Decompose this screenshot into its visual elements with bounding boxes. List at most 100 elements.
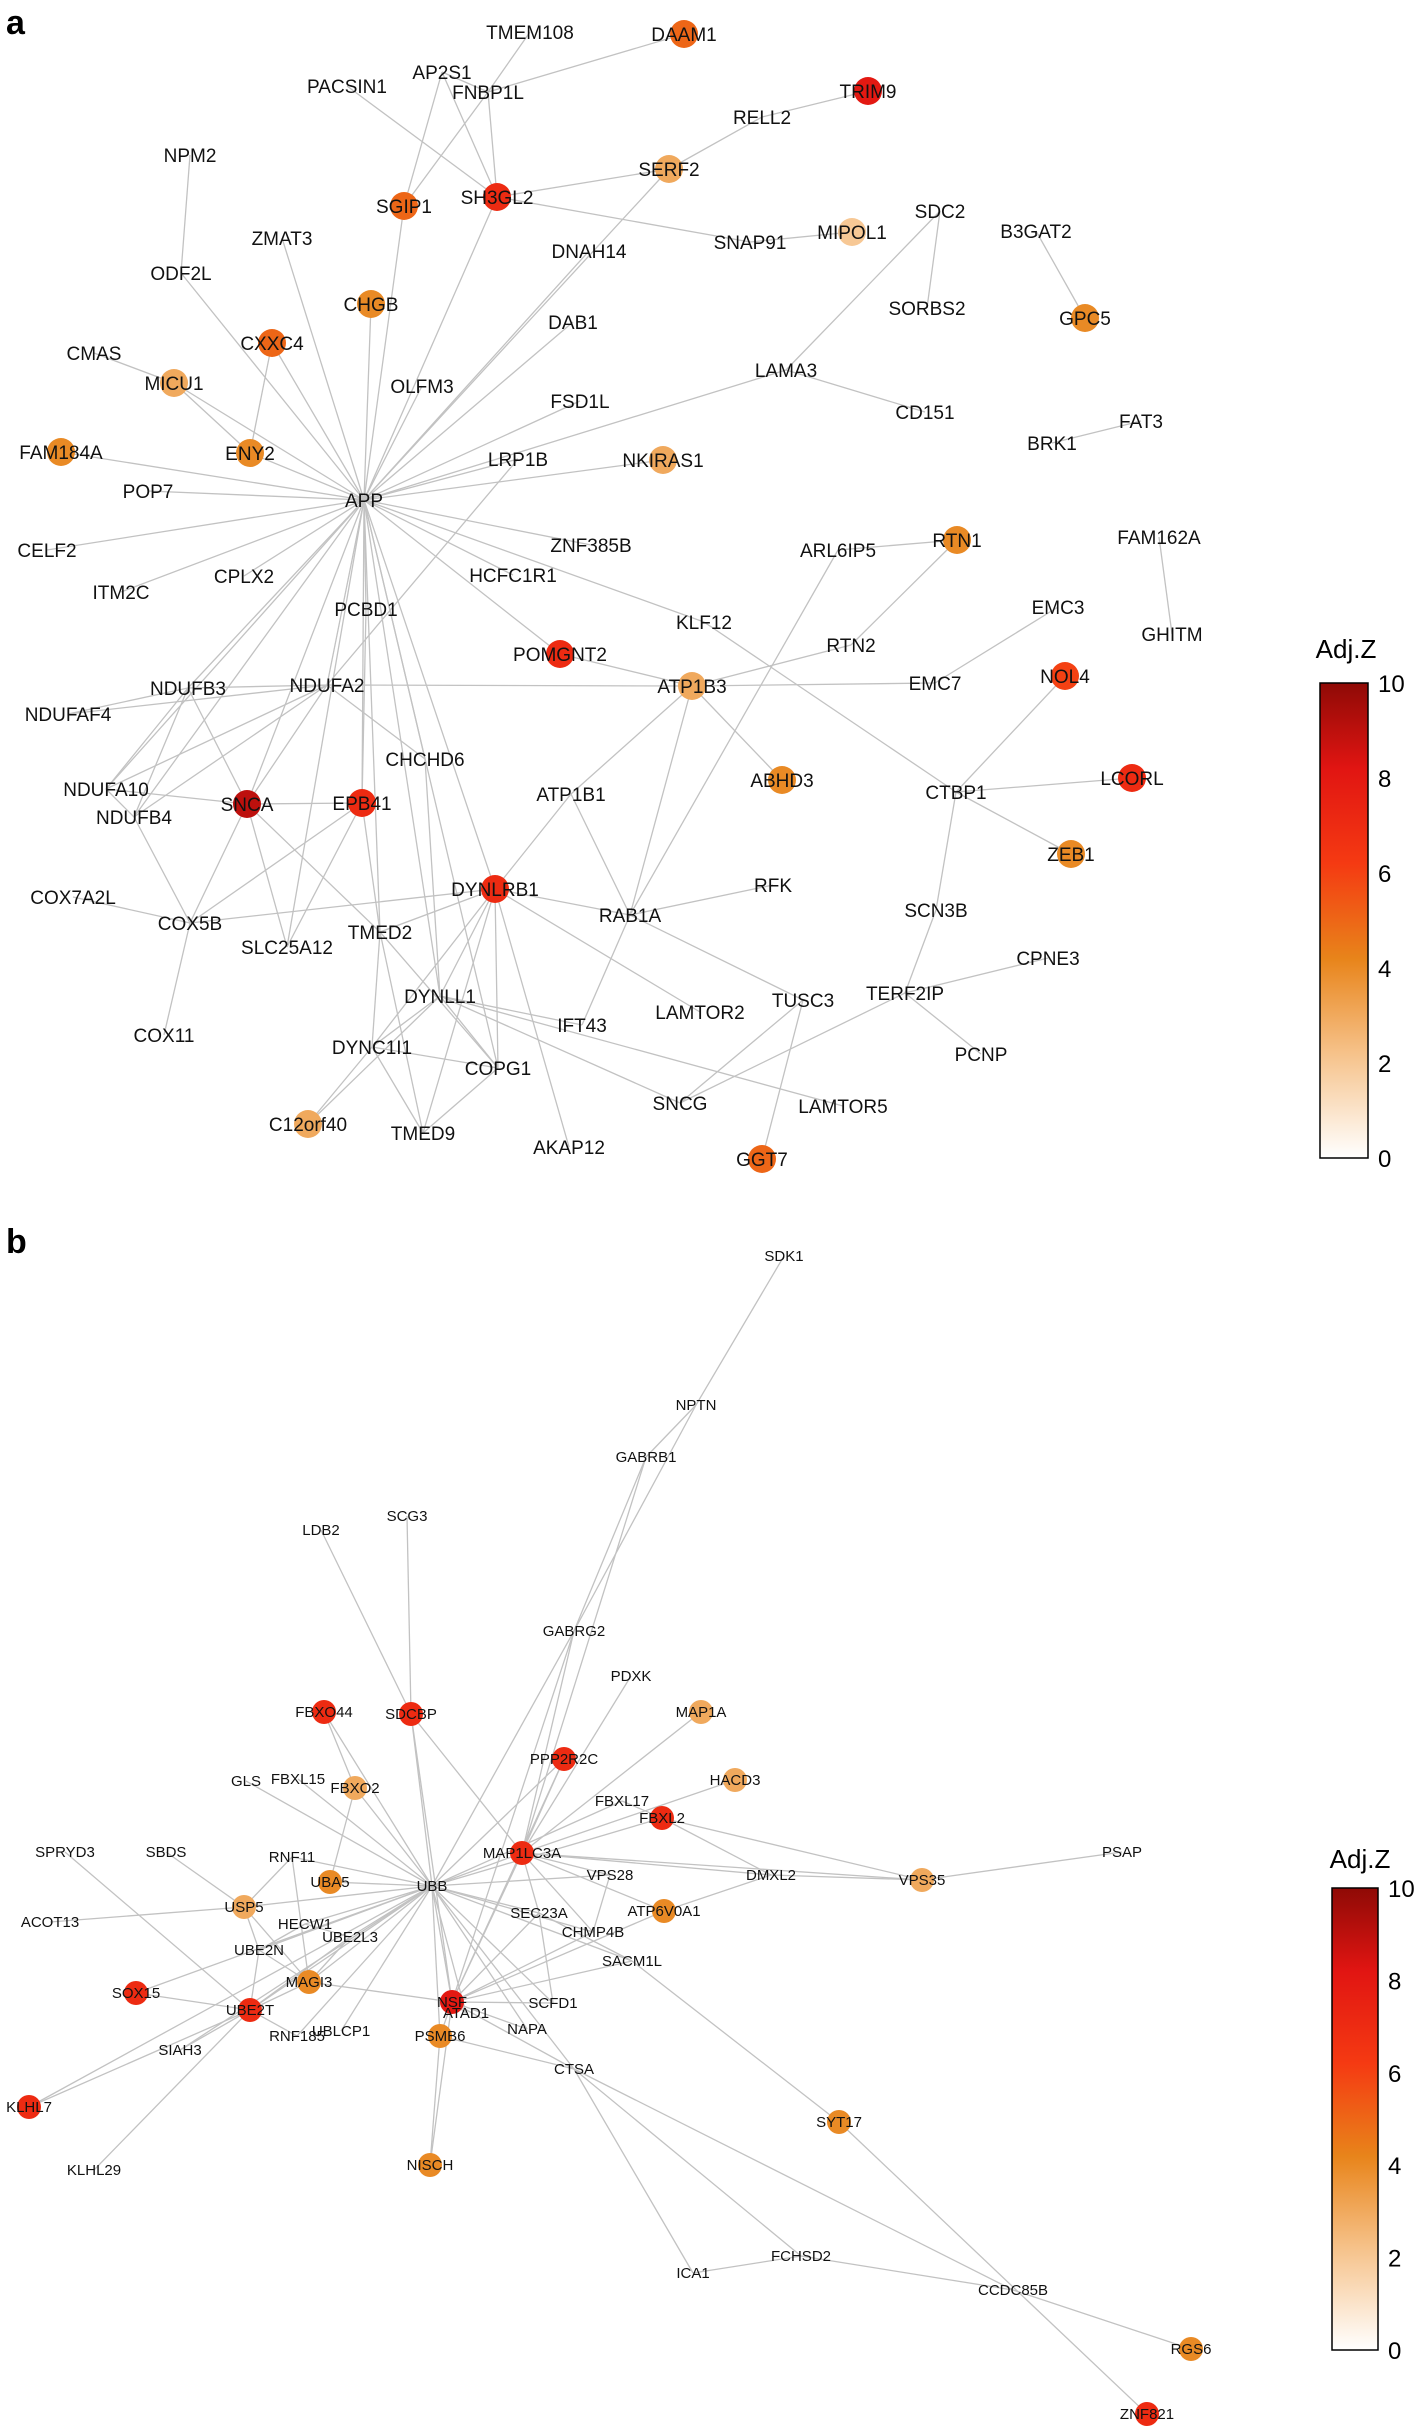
node-napa[interactable]: NAPA: [507, 2021, 547, 2038]
node-atad1[interactable]: ATAD1: [443, 2005, 489, 2022]
node-psmb6[interactable]: PSMB6: [415, 2024, 466, 2048]
node-ctbp1[interactable]: CTBP1: [925, 783, 986, 804]
node-rnf185[interactable]: RNF185: [269, 2028, 325, 2045]
node-nsf[interactable]: NSF: [437, 1990, 467, 2014]
node-dnah14[interactable]: DNAH14: [552, 242, 627, 263]
node-atp6v0a1[interactable]: ATP6V0A1: [627, 1899, 701, 1923]
node-sacm1l[interactable]: SACM1L: [602, 1953, 662, 1970]
node-abhd3[interactable]: ABHD3: [750, 766, 814, 794]
node-circle[interactable]: [294, 1110, 322, 1138]
node-ccdc85b[interactable]: CCDC85B: [978, 2282, 1048, 2299]
node-odf2l[interactable]: ODF2L: [150, 264, 211, 285]
node-fbxl2[interactable]: FBXL2: [639, 1806, 685, 1830]
node-pdxk[interactable]: PDXK: [611, 1668, 652, 1685]
node-circle[interactable]: [233, 790, 261, 818]
node-hacd3[interactable]: HACD3: [710, 1768, 761, 1792]
node-ndufb3[interactable]: NDUFB3: [150, 679, 226, 700]
node-olfm3[interactable]: OLFM3: [390, 377, 453, 398]
node-snap91[interactable]: SNAP91: [714, 233, 787, 254]
node-circle[interactable]: [854, 77, 882, 105]
node-zmat3[interactable]: ZMAT3: [252, 229, 313, 250]
node-circle[interactable]: [1071, 304, 1099, 332]
node-dync1i1[interactable]: DYNC1I1: [332, 1038, 412, 1059]
node-mipol1[interactable]: MIPOL1: [817, 218, 887, 246]
node-rab1a[interactable]: RAB1A: [599, 906, 662, 927]
node-klhl7[interactable]: KLHL7: [6, 2095, 52, 2119]
node-rell2[interactable]: RELL2: [733, 108, 791, 129]
node-snca[interactable]: SNCA: [221, 790, 274, 818]
node-circle[interactable]: [428, 2024, 452, 2048]
node-circle[interactable]: [910, 1868, 934, 1892]
node-itm2c[interactable]: ITM2C: [93, 583, 150, 604]
node-ube2l3[interactable]: UBE2L3: [322, 1929, 378, 1946]
node-gabrb1[interactable]: GABRB1: [616, 1449, 677, 1466]
node-syt17[interactable]: SYT17: [816, 2110, 862, 2134]
node-daam1[interactable]: DAAM1: [651, 20, 717, 48]
node-zeb1[interactable]: ZEB1: [1047, 840, 1095, 868]
node-scn3b[interactable]: SCN3B: [904, 901, 967, 922]
node-circle[interactable]: [1135, 2402, 1159, 2426]
node-circle[interactable]: [238, 1998, 262, 2022]
node-circle[interactable]: [440, 1990, 464, 2014]
node-circle[interactable]: [650, 1806, 674, 1830]
node-circle[interactable]: [649, 446, 677, 474]
node-dynlrb1[interactable]: DYNLRB1: [451, 875, 539, 903]
node-znf821[interactable]: ZNF821: [1120, 2402, 1174, 2426]
node-terf2ip[interactable]: TERF2IP: [866, 984, 944, 1005]
node-pcnp[interactable]: PCNP: [955, 1045, 1008, 1066]
node-gls[interactable]: GLS: [231, 1773, 261, 1790]
node-circle[interactable]: [297, 1970, 321, 1994]
node-rtn2[interactable]: RTN2: [826, 636, 875, 657]
node-map1lc3a[interactable]: MAP1LC3A: [483, 1841, 561, 1865]
node-ift43[interactable]: IFT43: [557, 1016, 607, 1037]
node-cxxc4[interactable]: CXXC4: [240, 329, 304, 357]
node-copg1[interactable]: COPG1: [465, 1059, 532, 1080]
node-circle[interactable]: [418, 2153, 442, 2177]
node-fbxo44[interactable]: FBXO44: [295, 1700, 353, 1724]
node-chmp4b[interactable]: CHMP4B: [562, 1924, 625, 1941]
node-ube2t[interactable]: UBE2T: [226, 1998, 274, 2022]
node-cpne3[interactable]: CPNE3: [1016, 949, 1079, 970]
node-npm2[interactable]: NPM2: [164, 146, 217, 167]
node-vps28[interactable]: VPS28: [587, 1867, 634, 1884]
node-circle[interactable]: [481, 875, 509, 903]
node-ppp2r2c[interactable]: PPP2R2C: [530, 1747, 599, 1771]
node-cox7a2l[interactable]: COX7A2L: [30, 888, 116, 909]
node-nisch[interactable]: NISCH: [407, 2153, 454, 2177]
node-rgs6[interactable]: RGS6: [1171, 2337, 1212, 2361]
node-ublcp1[interactable]: UBLCP1: [312, 2023, 370, 2040]
node-uba5[interactable]: UBA5: [310, 1870, 350, 1894]
node-gpc5[interactable]: GPC5: [1059, 304, 1111, 332]
node-epb41[interactable]: EPB41: [332, 789, 392, 817]
node-scfd1[interactable]: SCFD1: [528, 1995, 577, 2012]
node-circle[interactable]: [348, 789, 376, 817]
node-slc25a12[interactable]: SLC25A12: [241, 938, 333, 959]
node-cox11[interactable]: COX11: [134, 1026, 195, 1047]
node-tusc3[interactable]: TUSC3: [772, 991, 834, 1012]
node-scg3[interactable]: SCG3: [387, 1508, 428, 1525]
node-circle[interactable]: [827, 2110, 851, 2134]
node-sdcbp[interactable]: SDCBP: [385, 1702, 437, 1726]
node-micu1[interactable]: MICU1: [144, 369, 204, 397]
node-pacsin1[interactable]: PACSIN1: [307, 77, 387, 98]
node-arl6ip5[interactable]: ARL6IP5: [800, 541, 876, 562]
node-psap[interactable]: PSAP: [1102, 1844, 1142, 1861]
node-circle[interactable]: [483, 183, 511, 211]
node-sh3gl2[interactable]: SH3GL2: [461, 183, 534, 211]
node-lamtor2[interactable]: LAMTOR2: [655, 1003, 744, 1024]
node-lamtor5[interactable]: LAMTOR5: [798, 1097, 887, 1118]
node-sbds[interactable]: SBDS: [146, 1844, 187, 1861]
node-fbxo2[interactable]: FBXO2: [330, 1776, 380, 1800]
node-trim9[interactable]: TRIM9: [840, 77, 897, 105]
node-b3gat2[interactable]: B3GAT2: [1000, 222, 1071, 243]
node-circle[interactable]: [768, 766, 796, 794]
node-nkiras1[interactable]: NKIRAS1: [622, 446, 704, 474]
node-chgb[interactable]: CHGB: [344, 290, 399, 318]
node-ndufa2[interactable]: NDUFA2: [290, 676, 365, 697]
node-nptn[interactable]: NPTN: [676, 1397, 717, 1414]
node-znf385b[interactable]: ZNF385B: [550, 536, 631, 557]
node-ldb2[interactable]: LDB2: [302, 1522, 340, 1539]
node-circle[interactable]: [678, 672, 706, 700]
node-circle[interactable]: [343, 1776, 367, 1800]
node-circle[interactable]: [160, 369, 188, 397]
